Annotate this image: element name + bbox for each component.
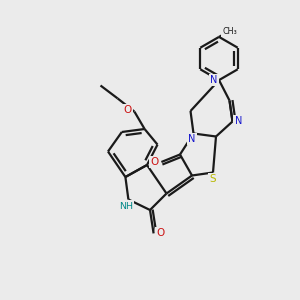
Text: N: N [210,75,217,85]
Text: N: N [188,134,196,144]
Text: N: N [235,116,242,127]
Text: O: O [151,157,159,167]
Text: O: O [124,105,132,115]
Text: CH₃: CH₃ [222,27,237,36]
Text: S: S [210,174,216,184]
Text: O: O [156,228,164,239]
Text: NH: NH [119,202,133,211]
